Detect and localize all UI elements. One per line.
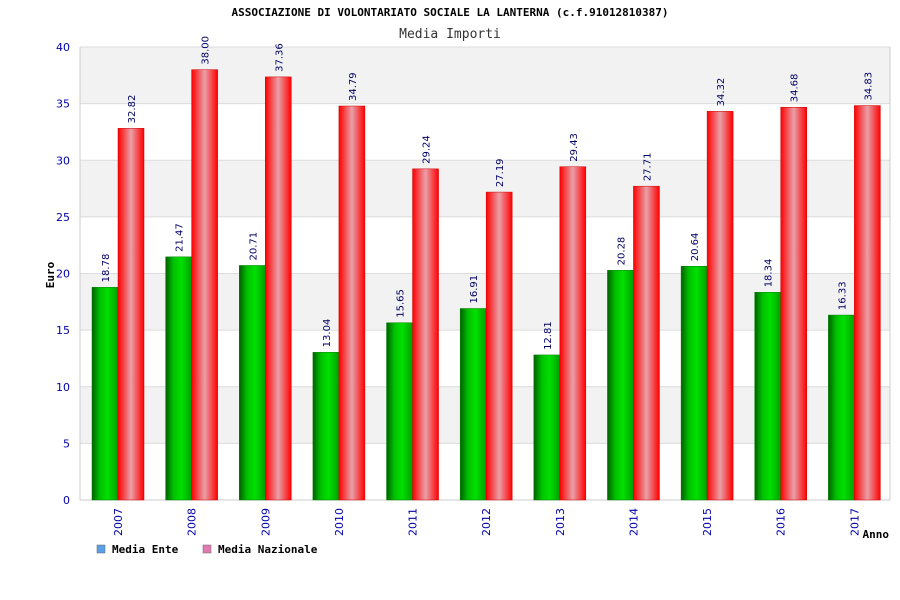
y-tick-label: 25	[56, 211, 70, 224]
x-tick-label: 2012	[480, 508, 493, 536]
y-axis-ticks: 0 5 10 15 20 25 30 35 40	[56, 41, 70, 507]
legend-label: Media Ente	[112, 543, 179, 556]
data-label: 38.00	[201, 36, 212, 65]
data-label: 32.82	[127, 95, 138, 124]
bar-media-nazionale-2008	[191, 69, 218, 501]
data-label: 18.34	[764, 259, 775, 288]
y-tick-label: 0	[63, 494, 70, 507]
bar-media-nazionale-2007	[117, 128, 145, 501]
data-label: 15.65	[396, 289, 407, 318]
bar-media-nazionale-2012	[485, 191, 513, 501]
data-label: 29.43	[569, 133, 580, 162]
data-label: 20.28	[616, 237, 627, 266]
y-tick-label: 10	[56, 381, 70, 394]
x-axis-label: Anno	[863, 528, 890, 541]
data-label: 27.19	[495, 158, 506, 187]
bar-media-nazionale-2011	[412, 168, 439, 501]
data-labels: 18.78 32.82 21.47 38.00 20.71 37.36 13.04 34.79…	[101, 36, 874, 350]
x-tick-label: 2015	[701, 508, 714, 536]
x-tick-label: 2017	[848, 508, 861, 536]
bar-media-nazionale-2010	[338, 105, 366, 501]
data-label: 34.32	[716, 78, 727, 107]
bar-media-ente-2011	[386, 322, 413, 501]
data-label: 20.64	[690, 233, 701, 262]
bar-media-nazionale-2013	[559, 166, 587, 501]
x-tick-label: 2010	[333, 508, 346, 536]
chart-title: ASSOCIAZIONE DI VOLONTARIATO SOCIALE LA …	[231, 6, 668, 19]
data-label: 37.36	[274, 43, 285, 72]
y-tick-label: 30	[56, 154, 70, 167]
bar-media-nazionale-2016	[780, 106, 807, 501]
bar-media-ente-2010	[312, 352, 340, 501]
y-tick-label: 15	[56, 324, 70, 337]
data-label: 16.33	[837, 281, 848, 310]
x-tick-label: 2016	[775, 508, 788, 536]
data-label: 27.71	[642, 153, 653, 182]
legend: Media Ente Media Nazionale	[96, 543, 318, 556]
data-label: 21.47	[175, 223, 186, 252]
x-tick-label: 2009	[259, 508, 272, 536]
bar-media-nazionale-2014	[633, 185, 660, 501]
y-tick-label: 5	[63, 437, 70, 450]
legend-label: Media Nazionale	[218, 543, 318, 556]
data-label: 34.83	[863, 72, 874, 101]
x-tick-label: 2011	[407, 508, 420, 536]
bar-media-ente-2015	[680, 266, 708, 501]
bar-media-ente-2017	[828, 314, 855, 501]
y-tick-label: 20	[56, 268, 70, 281]
x-tick-label: 2008	[186, 508, 199, 536]
y-tick-label: 35	[56, 98, 70, 111]
data-label: 13.04	[322, 319, 333, 348]
y-axis-label: Euro	[44, 261, 57, 288]
bar-media-ente-2007	[91, 287, 119, 501]
bar-media-ente-2009	[239, 265, 266, 501]
data-label: 16.91	[469, 275, 480, 304]
bar-media-nazionale-2017	[854, 105, 881, 501]
x-tick-label: 2014	[627, 508, 640, 536]
bar-media-ente-2008	[165, 256, 192, 501]
legend-swatch	[202, 544, 212, 554]
data-label: 29.24	[422, 135, 433, 164]
bar-media-ente-2014	[607, 270, 634, 501]
x-axis-ticks: 2007 2008 2009 2010 2011 2012 2013 2014 2015 2016…	[112, 508, 861, 536]
bars	[91, 69, 881, 501]
bar-media-ente-2016	[754, 292, 781, 501]
legend-swatch	[96, 544, 106, 554]
x-tick-label: 2007	[112, 508, 125, 536]
bar-media-nazionale-2009	[265, 76, 292, 501]
bar-media-ente-2013	[533, 354, 561, 501]
data-label: 12.81	[543, 321, 554, 350]
data-label: 34.68	[790, 74, 801, 103]
data-label: 18.78	[101, 254, 112, 283]
y-tick-label: 40	[56, 41, 70, 54]
x-tick-label: 2013	[554, 508, 567, 536]
chart-subtitle: Media Importi	[399, 27, 501, 42]
bar-media-nazionale-2015	[706, 111, 734, 501]
data-label: 34.79	[348, 72, 359, 101]
bar-media-ente-2012	[459, 308, 487, 501]
data-label: 20.71	[248, 232, 259, 261]
